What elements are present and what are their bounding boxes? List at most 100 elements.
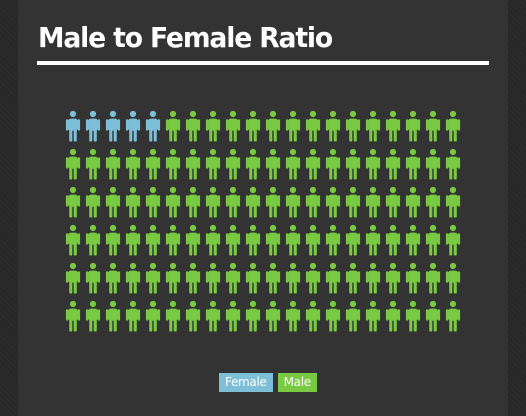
male-person-icon	[65, 262, 81, 294]
male-person-icon	[245, 224, 261, 256]
male-person-icon	[225, 224, 241, 256]
male-person-icon	[425, 262, 441, 294]
male-person-icon	[345, 110, 361, 142]
male-person-icon	[205, 224, 221, 256]
male-person-icon	[245, 148, 261, 180]
male-person-icon	[165, 148, 181, 180]
pictogram-grid	[65, 110, 461, 332]
female-person-icon	[145, 110, 161, 142]
male-person-icon	[365, 224, 381, 256]
male-person-icon	[325, 262, 341, 294]
male-person-icon	[105, 186, 121, 218]
male-person-icon	[265, 186, 281, 218]
female-person-icon	[105, 110, 121, 142]
male-person-icon	[245, 300, 261, 332]
male-person-icon	[165, 110, 181, 142]
male-person-icon	[325, 148, 341, 180]
male-person-icon	[105, 300, 121, 332]
legend-item-male: Male	[277, 373, 317, 392]
male-person-icon	[185, 186, 201, 218]
male-person-icon	[385, 148, 401, 180]
male-person-icon	[205, 110, 221, 142]
male-person-icon	[345, 148, 361, 180]
male-person-icon	[265, 110, 281, 142]
female-person-icon	[85, 110, 101, 142]
male-person-icon	[145, 186, 161, 218]
male-person-icon	[65, 186, 81, 218]
male-person-icon	[365, 110, 381, 142]
female-person-icon	[65, 110, 81, 142]
male-person-icon	[425, 110, 441, 142]
male-person-icon	[445, 224, 461, 256]
male-person-icon	[145, 300, 161, 332]
chart-panel: Male to Female Ratio Female Male	[18, 0, 508, 416]
male-person-icon	[285, 148, 301, 180]
male-person-icon	[145, 224, 161, 256]
male-person-icon	[85, 224, 101, 256]
male-person-icon	[225, 262, 241, 294]
male-person-icon	[365, 300, 381, 332]
male-person-icon	[365, 148, 381, 180]
male-person-icon	[125, 262, 141, 294]
male-person-icon	[405, 224, 421, 256]
male-person-icon	[265, 300, 281, 332]
chart-title: Male to Female Ratio	[38, 21, 333, 54]
male-person-icon	[405, 148, 421, 180]
male-person-icon	[425, 148, 441, 180]
male-person-icon	[205, 300, 221, 332]
male-person-icon	[65, 300, 81, 332]
male-person-icon	[105, 224, 121, 256]
male-person-icon	[325, 110, 341, 142]
male-person-icon	[345, 262, 361, 294]
male-person-icon	[245, 186, 261, 218]
male-person-icon	[185, 110, 201, 142]
male-person-icon	[125, 148, 141, 180]
male-person-icon	[305, 148, 321, 180]
male-person-icon	[385, 110, 401, 142]
male-person-icon	[405, 262, 421, 294]
male-person-icon	[445, 110, 461, 142]
male-person-icon	[125, 300, 141, 332]
male-person-icon	[145, 262, 161, 294]
male-person-icon	[245, 110, 261, 142]
title-underline	[37, 61, 489, 65]
male-person-icon	[85, 300, 101, 332]
male-person-icon	[305, 224, 321, 256]
male-person-icon	[445, 148, 461, 180]
chart-legend: Female Male	[219, 373, 317, 392]
male-person-icon	[185, 224, 201, 256]
male-person-icon	[85, 262, 101, 294]
male-person-icon	[145, 148, 161, 180]
male-person-icon	[445, 186, 461, 218]
male-person-icon	[405, 110, 421, 142]
male-person-icon	[365, 186, 381, 218]
male-person-icon	[345, 300, 361, 332]
male-person-icon	[245, 262, 261, 294]
male-person-icon	[425, 224, 441, 256]
male-person-icon	[385, 186, 401, 218]
male-person-icon	[385, 300, 401, 332]
male-person-icon	[305, 186, 321, 218]
male-person-icon	[285, 186, 301, 218]
male-person-icon	[165, 224, 181, 256]
male-person-icon	[285, 224, 301, 256]
male-person-icon	[425, 300, 441, 332]
female-person-icon	[125, 110, 141, 142]
male-person-icon	[285, 300, 301, 332]
male-person-icon	[125, 186, 141, 218]
male-person-icon	[85, 186, 101, 218]
male-person-icon	[265, 224, 281, 256]
male-person-icon	[325, 186, 341, 218]
legend-item-female: Female	[219, 373, 273, 392]
male-person-icon	[305, 300, 321, 332]
male-person-icon	[425, 186, 441, 218]
male-person-icon	[405, 300, 421, 332]
male-person-icon	[365, 262, 381, 294]
male-person-icon	[265, 262, 281, 294]
male-person-icon	[85, 148, 101, 180]
male-person-icon	[185, 262, 201, 294]
male-person-icon	[265, 148, 281, 180]
male-person-icon	[225, 148, 241, 180]
male-person-icon	[445, 262, 461, 294]
male-person-icon	[225, 110, 241, 142]
